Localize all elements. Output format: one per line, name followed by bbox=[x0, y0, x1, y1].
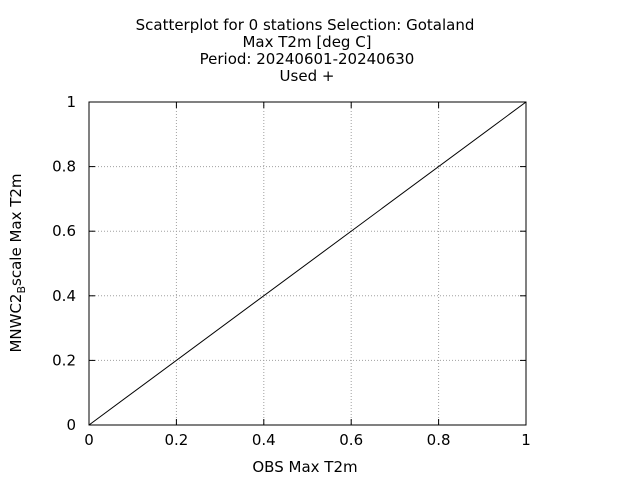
title-line-3: Period: 20240601-20240630 bbox=[200, 50, 415, 68]
y-tick-label: 0 bbox=[66, 416, 76, 434]
y-tick-label: 0.2 bbox=[52, 351, 76, 369]
y-axis-label: MNWC2Bscale Max T2m bbox=[7, 173, 28, 352]
x-tick-label: 1 bbox=[521, 431, 531, 449]
y-axis-label-prefix: MNWC2 bbox=[7, 294, 25, 353]
title-line-4: Used + bbox=[280, 67, 335, 85]
y-axis-label-subscript: B bbox=[15, 286, 28, 294]
y-tick-label: 0.6 bbox=[52, 222, 76, 240]
x-tick-label: 0.6 bbox=[339, 431, 363, 449]
title-line-1: Scatterplot for 0 stations Selection: Go… bbox=[136, 16, 475, 34]
y-tick-label: 0.8 bbox=[52, 158, 76, 176]
y-axis-label-suffix: scale Max T2m bbox=[7, 173, 25, 286]
x-axis-label: OBS Max T2m bbox=[252, 458, 357, 476]
chart-title: Scatterplot for 0 stations Selection: Go… bbox=[136, 16, 475, 85]
x-axis-ticks: 0 0.2 0.4 0.6 0.8 1 bbox=[84, 102, 531, 449]
y-tick-label: 0.4 bbox=[52, 287, 76, 305]
x-tick-label: 0.8 bbox=[427, 431, 451, 449]
y-axis-ticks: 0 0.2 0.4 0.6 0.8 1 bbox=[52, 93, 526, 434]
x-tick-label: 0 bbox=[84, 431, 94, 449]
x-tick-label: 0.2 bbox=[164, 431, 188, 449]
title-line-2: Max T2m [deg C] bbox=[242, 33, 371, 51]
grid-lines bbox=[89, 102, 526, 425]
y-tick-label: 1 bbox=[66, 93, 76, 111]
x-tick-label: 0.4 bbox=[252, 431, 276, 449]
reference-line bbox=[88, 101, 527, 426]
plot-frame bbox=[88, 101, 527, 426]
